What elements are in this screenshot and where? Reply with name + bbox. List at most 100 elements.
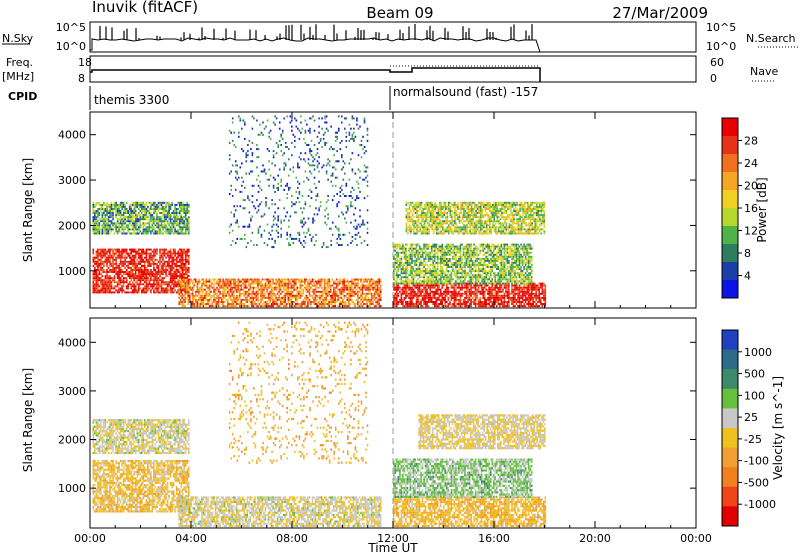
data-cell	[342, 280, 344, 283]
data-cell	[188, 281, 190, 284]
data-cell	[166, 285, 169, 288]
data-cell	[485, 305, 487, 308]
data-cell	[435, 274, 437, 277]
data-cell	[503, 301, 506, 303]
data-cell	[204, 282, 206, 285]
data-cell	[109, 258, 111, 261]
data-cell	[95, 222, 98, 225]
data-cell	[145, 277, 148, 280]
data-cell	[213, 298, 215, 301]
data-cell	[134, 212, 137, 214]
data-cell	[162, 228, 164, 231]
data-cell	[240, 303, 243, 305]
data-cell	[134, 220, 137, 223]
data-cell	[219, 301, 221, 303]
data-cell	[447, 253, 450, 256]
data-cell	[440, 276, 442, 279]
data-cell	[455, 288, 457, 291]
data-cell	[100, 220, 102, 223]
data-cell	[373, 280, 376, 283]
data-cell	[405, 290, 407, 293]
data-cell	[447, 270, 450, 273]
data-cell	[116, 214, 119, 217]
data-cell	[95, 275, 98, 278]
data-cell	[121, 254, 123, 257]
data-cell	[499, 296, 501, 299]
data-cell	[127, 275, 129, 278]
data-cell	[95, 230, 98, 233]
data-cell	[130, 208, 132, 210]
data-cell	[125, 250, 128, 253]
data-cell	[267, 278, 270, 281]
data-cell	[260, 286, 262, 289]
data-cell	[544, 298, 547, 301]
data-cell	[145, 232, 148, 235]
data-cell	[432, 292, 434, 295]
data-cell	[497, 301, 500, 303]
data-cell	[433, 255, 436, 258]
data-cell	[136, 224, 139, 227]
data-cell	[202, 303, 205, 305]
data-cell	[136, 281, 139, 284]
data-cell	[145, 230, 148, 233]
data-cell	[402, 292, 404, 295]
data-cell	[520, 305, 522, 308]
data-cell	[402, 266, 404, 268]
data-cell	[124, 232, 126, 235]
data-cell	[467, 296, 469, 299]
data-cell	[458, 257, 460, 260]
data-cell	[183, 212, 185, 214]
data-cell	[465, 286, 468, 289]
data-cell	[118, 266, 120, 269]
data-cell	[171, 283, 173, 286]
data-cell	[369, 303, 371, 305]
data-cell	[112, 252, 114, 255]
data-cell	[192, 290, 194, 293]
data-cell	[163, 214, 166, 217]
data-cell	[134, 214, 137, 217]
data-cell	[190, 286, 193, 289]
data-cell	[115, 224, 117, 227]
data-cell	[284, 294, 286, 297]
data-cell	[100, 262, 102, 265]
data-cell	[133, 269, 135, 271]
data-cell	[217, 298, 220, 301]
data-cell	[179, 294, 182, 297]
data-cell	[467, 274, 469, 277]
data-cell	[171, 218, 173, 221]
data-cell	[239, 280, 241, 283]
data-cell	[141, 291, 143, 294]
data-cell	[360, 303, 362, 305]
data-cell	[163, 205, 166, 208]
data-cell	[403, 286, 406, 289]
data-cell	[270, 286, 273, 289]
data-cell	[106, 256, 108, 259]
data-cell	[172, 216, 175, 219]
data-cell	[119, 258, 122, 261]
data-cell	[228, 290, 230, 293]
data-cell	[162, 262, 164, 265]
data-cell	[533, 284, 536, 287]
data-cell	[298, 305, 300, 308]
data-cell	[351, 290, 353, 293]
data-cell	[352, 282, 355, 285]
data-cell	[153, 262, 155, 265]
data-cell	[182, 284, 185, 287]
data-cell	[131, 281, 134, 284]
data-cell	[113, 254, 116, 257]
data-cell	[307, 305, 309, 308]
data-cell	[122, 273, 125, 276]
data-cell	[225, 278, 227, 281]
data-cell	[459, 296, 462, 299]
data-cell	[405, 280, 407, 283]
data-cell	[130, 258, 132, 261]
data-cell	[125, 264, 128, 267]
data-cell	[148, 230, 151, 233]
data-cell	[125, 220, 128, 223]
data-cell	[122, 220, 125, 223]
data-cell	[257, 290, 259, 293]
data-cell	[458, 270, 460, 273]
data-cell	[393, 261, 395, 264]
data-cell	[323, 303, 326, 305]
data-cell	[322, 294, 324, 297]
